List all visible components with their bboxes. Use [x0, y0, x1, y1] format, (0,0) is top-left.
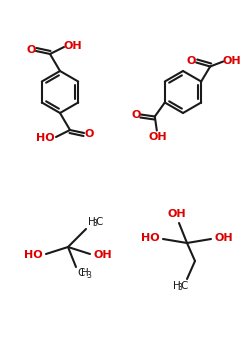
- Text: C: C: [77, 268, 84, 278]
- Text: OH: OH: [94, 250, 112, 260]
- Text: OH: OH: [148, 133, 167, 142]
- Text: OH: OH: [168, 209, 186, 219]
- Text: H: H: [82, 268, 89, 278]
- Text: O: O: [131, 110, 140, 119]
- Text: 3: 3: [178, 284, 182, 293]
- Text: HO: HO: [36, 133, 54, 143]
- Text: O: O: [84, 129, 94, 139]
- Text: 3: 3: [86, 271, 91, 280]
- Text: OH: OH: [215, 233, 233, 243]
- Text: C: C: [95, 217, 102, 227]
- Text: O: O: [26, 45, 36, 55]
- Text: C: C: [180, 281, 188, 291]
- Text: HO: HO: [24, 250, 42, 260]
- Text: OH: OH: [223, 56, 242, 66]
- Text: H: H: [88, 217, 96, 227]
- Text: H: H: [173, 281, 181, 291]
- Text: HO: HO: [141, 233, 159, 243]
- Text: 3: 3: [92, 219, 98, 229]
- Text: OH: OH: [64, 41, 82, 51]
- Text: O: O: [186, 56, 196, 66]
